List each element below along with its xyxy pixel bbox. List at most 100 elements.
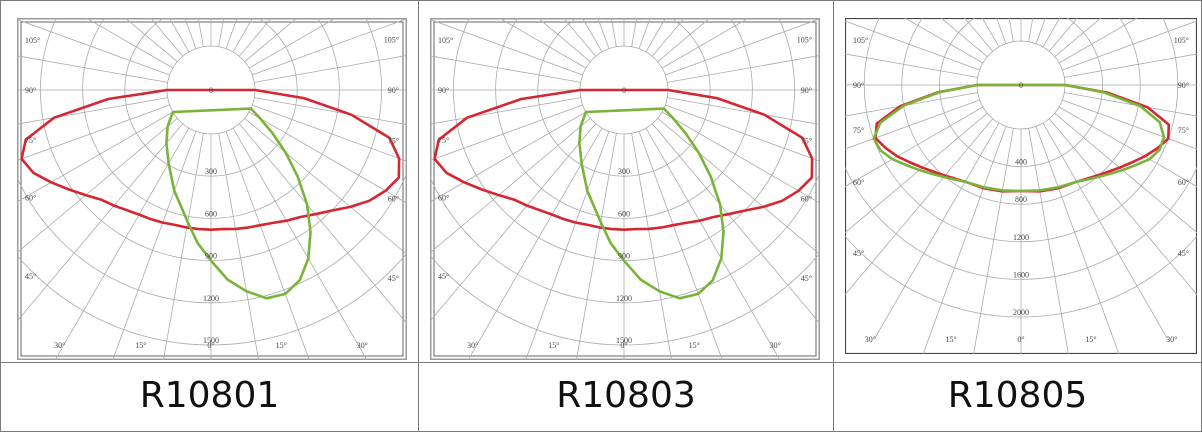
grid-spoke <box>244 18 298 63</box>
grid-spoke <box>1064 92 1197 117</box>
grid-spoke <box>845 118 994 296</box>
grid-spoke <box>17 117 178 254</box>
grid-spoke <box>1054 18 1102 58</box>
angle-label: 30° <box>467 341 478 350</box>
grid-spoke <box>54 127 190 360</box>
grid-spoke <box>17 55 168 83</box>
table-row-divider <box>0 362 1202 363</box>
grid-spoke <box>1048 18 1078 52</box>
angle-label: 60° <box>1178 178 1189 187</box>
polar-chart-r10803: 0 300 600 900 1200 1500 105° 90° 75° 60° 45° 30° 15°… <box>430 18 820 360</box>
angle-label: 45° <box>438 272 449 281</box>
grid-spoke <box>661 111 820 204</box>
grid-spoke <box>17 18 170 76</box>
table-cell-r10803: 0 300 600 900 1200 1500 105° 90° 75° 60° 45° 30° 15°… <box>419 0 833 432</box>
angle-label: 30° <box>54 341 65 350</box>
grid-spoke <box>645 127 781 360</box>
grid-spoke <box>225 131 310 360</box>
grid-spoke <box>1058 106 1197 188</box>
grid-spoke <box>575 133 617 360</box>
table-cell-r10801: 0 300 600 900 1200 1500 105° 90° 75° 60° 45° 30° 15°… <box>1 0 418 432</box>
radial-tick-label: 1200 <box>1013 233 1029 242</box>
grid-spoke <box>1062 20 1197 71</box>
angle-label: 75° <box>438 136 449 145</box>
chart-inner-frame <box>20 21 404 357</box>
angle-label: 30° <box>865 335 876 344</box>
grid-spoke <box>248 111 407 204</box>
curve-series-2 <box>165 107 312 300</box>
chart-inner-frame <box>433 21 817 357</box>
angle-label: 90° <box>438 86 449 95</box>
angle-label: 90° <box>801 86 812 95</box>
angle-label: 75° <box>25 136 36 145</box>
angle-label: 90° <box>1178 81 1189 90</box>
radial-tick-label: 1500 <box>203 336 219 345</box>
grid-spoke <box>467 127 603 360</box>
grid-spoke <box>1064 53 1197 78</box>
radial-tick-label: 1500 <box>616 336 632 345</box>
table-divider <box>833 0 834 432</box>
angle-label: 30° <box>770 341 781 350</box>
angle-label: 0° <box>1017 335 1024 344</box>
radial-tick-label: 900 <box>205 252 217 261</box>
grid-spoke <box>162 133 204 360</box>
angle-label: 45° <box>801 274 812 283</box>
radial-tick-label: 1200 <box>616 294 632 303</box>
grid-spoke <box>661 18 750 69</box>
angle-label: 15° <box>945 335 956 344</box>
grid-spoke <box>845 92 978 117</box>
grid-spoke <box>964 18 994 52</box>
grid-spoke <box>238 123 407 325</box>
radial-tick-label: 0 <box>622 86 626 95</box>
angle-label: 75° <box>1178 126 1189 135</box>
angle-label: 105° <box>438 36 453 45</box>
polar-chart-r10805: 0 400 800 1200 1600 2000 105° 90° 75° 60° 45° 30° 15… <box>845 18 1197 354</box>
radial-tick-label: 1200 <box>203 294 219 303</box>
angle-label: 105° <box>384 36 399 45</box>
angle-label: 30° <box>357 341 368 350</box>
angle-label: 45° <box>25 272 36 281</box>
curve-series-2 <box>872 83 1166 193</box>
angle-label: 75° <box>801 136 812 145</box>
grid-spoke <box>232 127 368 360</box>
grid-spoke <box>537 18 591 63</box>
angle-label: 15° <box>1085 335 1096 344</box>
angle-label: 15° <box>548 341 559 350</box>
grid-spoke <box>430 104 583 162</box>
grid-spoke <box>430 117 591 254</box>
radial-tick-label: 1600 <box>1013 270 1029 279</box>
angle-label: 90° <box>25 86 36 95</box>
angle-label: 60° <box>853 178 864 187</box>
grid-spoke <box>904 18 984 64</box>
grid-spoke <box>563 18 597 57</box>
angle-label: 60° <box>438 193 449 202</box>
grid-spoke <box>657 18 711 63</box>
radial-tick-label: 600 <box>618 209 630 218</box>
table-border-left <box>0 0 1 432</box>
angle-label: 0° <box>620 341 627 350</box>
angle-label: 60° <box>801 195 812 204</box>
grid-spoke <box>665 104 820 162</box>
angle-label: 15° <box>135 341 146 350</box>
angle-label: 30° <box>1166 335 1177 344</box>
grid-spoke <box>17 104 170 162</box>
angle-label: 60° <box>25 193 36 202</box>
grid-spoke <box>667 55 820 83</box>
grid-spoke <box>1042 122 1168 339</box>
product-name: R10801 <box>139 375 280 416</box>
table-border-top <box>0 0 1202 1</box>
grid-spoke <box>17 123 184 322</box>
curve-series-2 <box>578 107 725 300</box>
grid-spoke <box>430 18 583 76</box>
radial-tick-label: 600 <box>205 209 217 218</box>
grid-spoke <box>430 97 581 125</box>
grid-spoke <box>665 18 820 76</box>
curve-series-1 <box>20 88 401 231</box>
angle-label: 0° <box>207 341 214 350</box>
angle-label: 60° <box>388 195 399 204</box>
product-name: R10805 <box>947 375 1088 416</box>
radial-tick-label: 0 <box>1019 81 1023 90</box>
angle-label: 15° <box>689 341 700 350</box>
grid-spoke <box>940 18 988 58</box>
grid-spoke <box>973 128 1014 354</box>
